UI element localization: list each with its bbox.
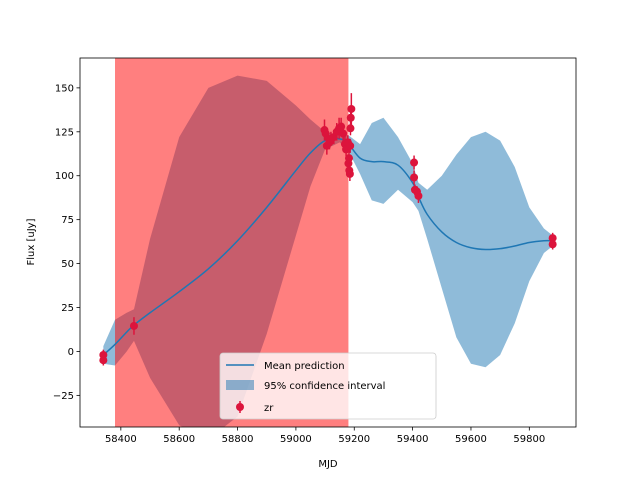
y-tick-label-0: 0 (68, 347, 74, 358)
zr-point-28 (414, 191, 423, 200)
x-tick-label-59000: 59000 (280, 434, 312, 445)
x-axis-ticks: 58400 58600 58800 59000 59200 59400 59600 59800 (105, 427, 545, 445)
zr-point-19 (345, 169, 354, 178)
zr-point-4 (321, 129, 330, 138)
zr-point-22 (347, 104, 356, 113)
y-tick-label--25: −25 (53, 391, 74, 402)
y-tick-label-50: 50 (61, 259, 74, 270)
x-tick-label-59600: 59600 (455, 434, 487, 445)
zr-point-23 (346, 141, 355, 150)
y-tick-label-125: 125 (55, 127, 74, 138)
zr-point-25 (410, 173, 419, 182)
zr-point-30 (548, 240, 557, 249)
zr-point-1 (99, 356, 108, 365)
observation-layer (99, 93, 557, 366)
legend: Mean prediction 95% confidence interval … (219, 352, 437, 420)
zr-point-12 (339, 129, 348, 138)
legend-ci-swatch (226, 380, 254, 390)
mean-prediction-line (102, 137, 553, 356)
y-axis-label: Flux [uJy] (26, 218, 37, 265)
x-tick-label-58600: 58600 (163, 434, 195, 445)
y-tick-label-25: 25 (61, 303, 74, 314)
zr-point-29 (548, 234, 557, 243)
y-tick-label-150: 150 (55, 83, 74, 94)
legend-label-zr: zr (264, 403, 274, 414)
x-tick-label-58800: 58800 (222, 434, 254, 445)
legend-zr-marker-swatch (236, 403, 244, 411)
legend-label-ci: 95% confidence interval (264, 381, 385, 392)
x-axis-label: MJD (318, 459, 338, 470)
x-tick-label-59800: 59800 (513, 434, 545, 445)
zr-point-11 (337, 122, 346, 131)
y-tick-label-75: 75 (61, 215, 74, 226)
legend-box (219, 352, 437, 420)
zr-point-20 (346, 124, 355, 133)
legend-label-mean: Mean prediction (264, 361, 345, 372)
axes-frame (79, 57, 577, 428)
x-tick-label-59400: 59400 (397, 434, 429, 445)
x-tick-label-59200: 59200 (338, 434, 370, 445)
zr-point-17 (345, 154, 354, 163)
x-tick-label-58400: 58400 (105, 434, 137, 445)
y-tick-label-100: 100 (55, 171, 74, 182)
y-axis-ticks: −25 0 25 50 75 100 125 150 (53, 83, 80, 402)
zr-point-24 (410, 158, 419, 167)
zr-point-2 (129, 321, 138, 330)
